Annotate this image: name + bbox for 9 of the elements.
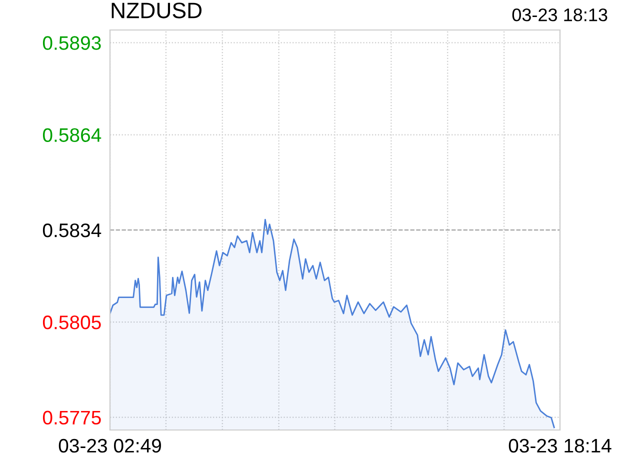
y-tick-label: 0.5805 [42,316,101,330]
text: 03-23 18:13 [512,8,608,22]
y-tick-label: 0.5775 [42,410,101,425]
y-tick-label: 0.5893 [42,36,101,50]
y-tick-label: 0.5834 [42,223,102,238]
x-tick-label: 03-23 02:49 [58,438,161,453]
x-tick-label: 03-23 18:14 [508,438,612,453]
chart-title: NZDUSD [112,2,202,18]
y-tick-label: 0.5864 [42,128,102,142]
